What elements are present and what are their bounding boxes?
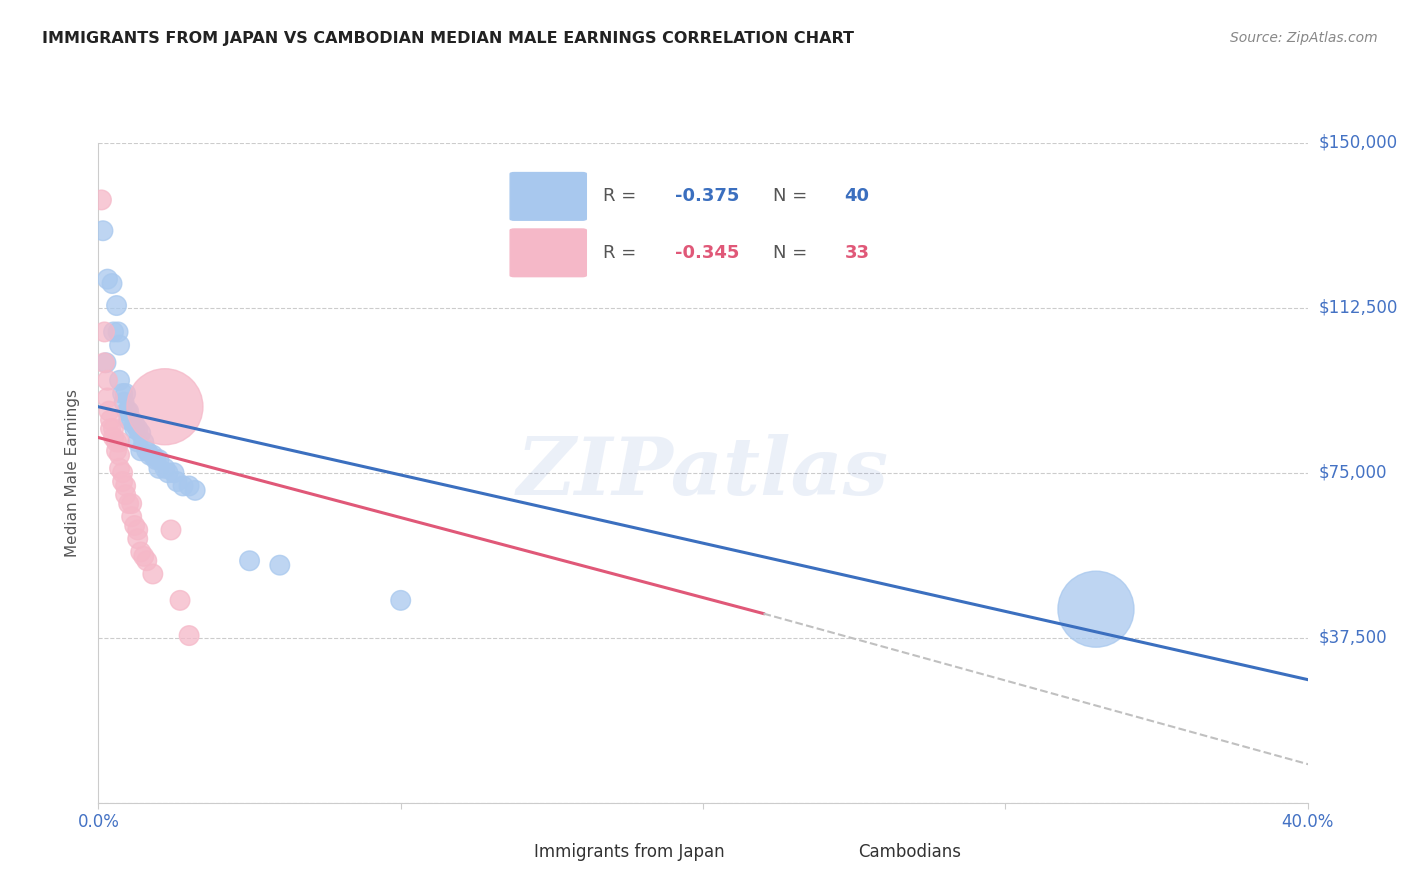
- Point: [124, 422, 146, 436]
- Point: [169, 593, 191, 607]
- Point: [269, 558, 291, 573]
- Point: [105, 299, 128, 313]
- Point: [94, 356, 117, 370]
- Point: [114, 386, 136, 401]
- Text: Immigrants from Japan: Immigrants from Japan: [534, 843, 725, 861]
- Point: [111, 386, 134, 401]
- Point: [105, 434, 128, 449]
- Point: [90, 193, 112, 207]
- Point: [115, 404, 138, 418]
- Point: [93, 356, 115, 370]
- Point: [127, 532, 149, 546]
- Point: [96, 391, 118, 405]
- Point: [153, 461, 176, 475]
- Point: [135, 554, 157, 568]
- Point: [135, 443, 157, 458]
- Text: $37,500: $37,500: [1319, 629, 1388, 647]
- Point: [1085, 602, 1108, 616]
- Point: [124, 417, 146, 432]
- Point: [121, 497, 143, 511]
- Point: [105, 443, 128, 458]
- Point: [129, 443, 152, 458]
- Point: [127, 422, 149, 436]
- Point: [129, 545, 152, 559]
- Point: [101, 277, 124, 291]
- Text: ZIPatlas: ZIPatlas: [517, 434, 889, 511]
- Point: [160, 523, 183, 537]
- Point: [103, 325, 125, 339]
- Point: [177, 629, 201, 643]
- FancyBboxPatch shape: [510, 229, 586, 277]
- Text: -0.375: -0.375: [675, 187, 740, 205]
- Point: [129, 426, 152, 441]
- Text: Cambodians: Cambodians: [858, 843, 960, 861]
- Point: [127, 434, 149, 449]
- Point: [139, 448, 162, 462]
- Point: [389, 593, 412, 607]
- Y-axis label: Median Male Earnings: Median Male Earnings: [65, 389, 80, 557]
- Point: [132, 434, 155, 449]
- Text: 33: 33: [845, 244, 869, 262]
- Point: [142, 566, 165, 581]
- Point: [108, 338, 131, 352]
- Point: [132, 549, 155, 564]
- Point: [98, 404, 121, 418]
- Text: $150,000: $150,000: [1319, 134, 1398, 152]
- Point: [184, 483, 207, 498]
- Point: [112, 395, 135, 409]
- Point: [148, 452, 170, 467]
- Point: [111, 466, 134, 480]
- Point: [156, 466, 179, 480]
- Point: [108, 373, 131, 387]
- Point: [172, 479, 194, 493]
- Point: [103, 422, 125, 436]
- Point: [163, 466, 186, 480]
- Text: $112,500: $112,500: [1319, 299, 1398, 317]
- Point: [124, 518, 146, 533]
- Point: [114, 479, 136, 493]
- Point: [142, 448, 165, 462]
- Point: [108, 461, 131, 475]
- Text: N =: N =: [772, 244, 813, 262]
- Text: 40: 40: [845, 187, 869, 205]
- Point: [100, 422, 122, 436]
- Point: [148, 461, 170, 475]
- Point: [118, 497, 141, 511]
- Point: [114, 488, 136, 502]
- Text: R =: R =: [603, 187, 643, 205]
- Point: [108, 434, 131, 449]
- Point: [103, 431, 125, 445]
- Point: [107, 325, 129, 339]
- Text: IMMIGRANTS FROM JAPAN VS CAMBODIAN MEDIAN MALE EARNINGS CORRELATION CHART: IMMIGRANTS FROM JAPAN VS CAMBODIAN MEDIA…: [42, 31, 855, 46]
- Point: [145, 452, 167, 467]
- Text: N =: N =: [772, 187, 813, 205]
- FancyBboxPatch shape: [510, 172, 586, 220]
- Text: Source: ZipAtlas.com: Source: ZipAtlas.com: [1230, 31, 1378, 45]
- Point: [118, 413, 141, 427]
- Point: [121, 509, 143, 524]
- Point: [118, 404, 141, 418]
- Text: $75,000: $75,000: [1319, 464, 1388, 482]
- Point: [96, 373, 118, 387]
- Point: [239, 554, 262, 568]
- Text: -0.345: -0.345: [675, 244, 740, 262]
- Point: [108, 448, 131, 462]
- Point: [127, 523, 149, 537]
- Point: [177, 479, 201, 493]
- Point: [166, 475, 188, 489]
- Point: [93, 325, 115, 339]
- Point: [96, 272, 118, 286]
- Point: [121, 413, 143, 427]
- Point: [111, 475, 134, 489]
- Point: [100, 413, 122, 427]
- Text: R =: R =: [603, 244, 643, 262]
- Point: [153, 400, 176, 414]
- Point: [91, 224, 114, 238]
